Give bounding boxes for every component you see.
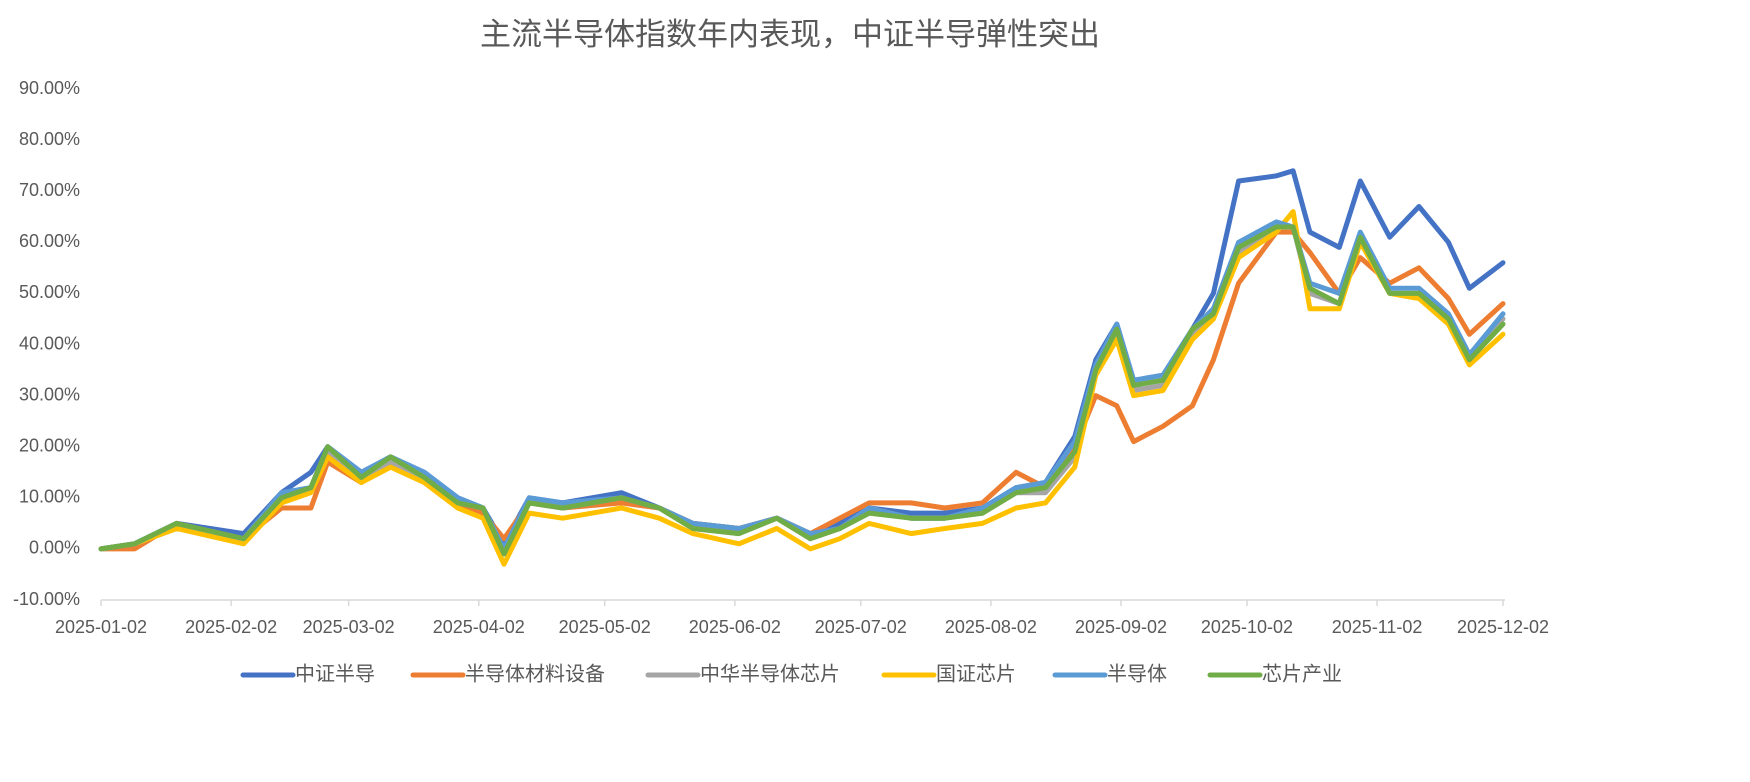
y-tick-label: 10.00%: [19, 487, 80, 507]
x-tick-label: 2025-08-02: [945, 617, 1037, 637]
x-tick-label: 2025-04-02: [433, 617, 525, 637]
line-series: [98, 224, 1506, 557]
x-tick-label: 2025-10-02: [1201, 617, 1293, 637]
y-tick-label: 70.00%: [19, 180, 80, 200]
x-tick-label: 2025-11-02: [1332, 617, 1423, 637]
y-tick-label: 0.00%: [29, 538, 80, 558]
y-tick-label: -10.00%: [13, 589, 80, 609]
legend-label: 半导体: [1107, 662, 1167, 685]
line-series: [98, 209, 1506, 567]
legend-label: 中证半导: [295, 662, 375, 685]
x-tick-label: 2025-12-02: [1457, 617, 1549, 637]
y-tick-label: 50.00%: [19, 282, 80, 302]
legend-label: 芯片产业: [1262, 662, 1342, 685]
legend-label: 中华半导体芯片: [700, 662, 840, 685]
y-tick-label: 40.00%: [19, 333, 80, 353]
y-tick-label: 80.00%: [19, 129, 80, 149]
x-tick-label: 2025-07-02: [815, 617, 907, 637]
x-tick-label: 2025-05-02: [559, 617, 651, 637]
y-tick-label: 90.00%: [19, 78, 80, 98]
legend-label: 国证芯片: [936, 662, 1016, 685]
chart-title: 主流半导体指数年内表现，中证半导弹性突出: [480, 17, 1100, 52]
x-tick-label: 2025-02-02: [185, 617, 277, 637]
x-tick-label: 2025-03-02: [303, 617, 395, 637]
y-tick-label: 30.00%: [19, 384, 80, 404]
y-tick-label: 20.00%: [19, 435, 80, 455]
line-series: [98, 229, 1506, 552]
x-tick-label: 2025-09-02: [1075, 617, 1167, 637]
y-tick-label: 60.00%: [19, 231, 80, 251]
x-tick-label: 2025-06-02: [689, 617, 781, 637]
x-tick-label: 2025-01-02: [55, 617, 147, 637]
legend-label: 半导体材料设备: [465, 662, 605, 685]
